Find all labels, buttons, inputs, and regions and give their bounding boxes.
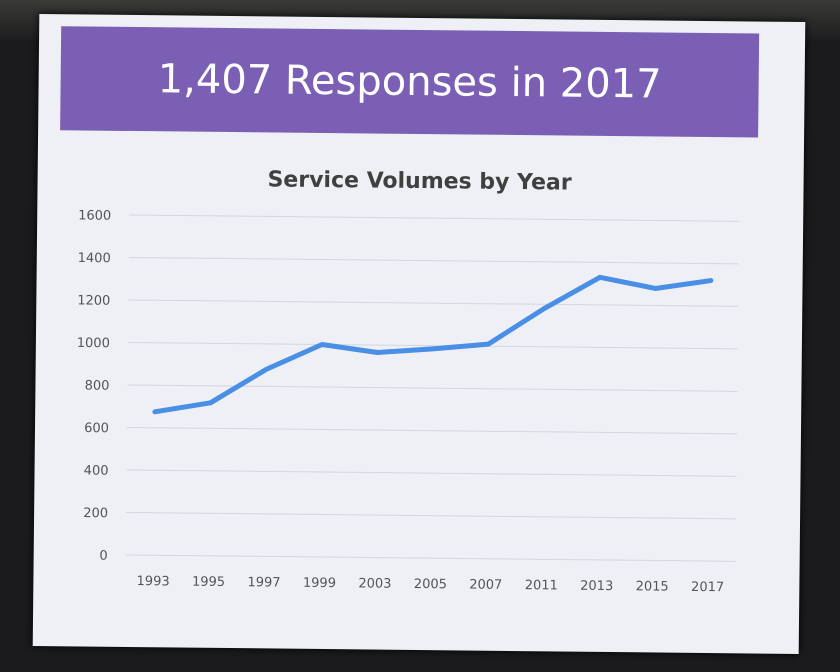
y-tick-label: 1600 bbox=[78, 208, 111, 223]
projected-slide: 1,407 Responses in 2017 Service Volumes … bbox=[32, 14, 806, 654]
y-tick-label: 1200 bbox=[77, 293, 110, 308]
y-tick-label: 1400 bbox=[78, 251, 111, 266]
gridline bbox=[126, 469, 737, 477]
x-tick-label: 2017 bbox=[691, 580, 724, 595]
x-tick-label: 1999 bbox=[303, 576, 336, 591]
series-line bbox=[152, 274, 714, 415]
gridline bbox=[128, 299, 739, 307]
x-tick-label: 2003 bbox=[358, 576, 391, 591]
gridline bbox=[125, 554, 736, 562]
x-tick-label: 2015 bbox=[636, 579, 669, 594]
chart-title: Service Volumes by Year bbox=[267, 167, 572, 195]
y-tick-label: 400 bbox=[84, 463, 109, 478]
x-tick-label: 2011 bbox=[525, 578, 558, 593]
y-tick-label: 600 bbox=[84, 421, 109, 436]
x-tick-label: 2007 bbox=[469, 578, 502, 593]
chart-svg: Service Volumes by Year 0 200 400 600 800 100… bbox=[77, 167, 740, 595]
gridline bbox=[126, 511, 737, 520]
x-tick-label: 2005 bbox=[414, 577, 447, 592]
banner-title: 1,407 Responses in 2017 bbox=[157, 56, 662, 108]
gridline bbox=[128, 256, 739, 265]
gridline bbox=[127, 341, 738, 350]
y-tick-label: 1000 bbox=[77, 336, 110, 351]
gridline bbox=[127, 384, 738, 392]
gridline bbox=[127, 426, 737, 435]
x-tick-label: 2013 bbox=[580, 579, 613, 594]
gridline bbox=[129, 214, 740, 222]
slide-banner: 1,407 Responses in 2017 bbox=[60, 26, 760, 138]
x-tick-label: 1993 bbox=[136, 574, 169, 589]
x-tick-label: 1995 bbox=[192, 575, 225, 590]
x-tick-label: 1997 bbox=[247, 575, 280, 590]
y-tick-label: 800 bbox=[85, 379, 110, 394]
y-tick-label: 200 bbox=[83, 506, 108, 521]
y-tick-label: 0 bbox=[99, 549, 107, 564]
line-chart: Service Volumes by Year 0 200 400 600 800 100… bbox=[55, 144, 760, 621]
